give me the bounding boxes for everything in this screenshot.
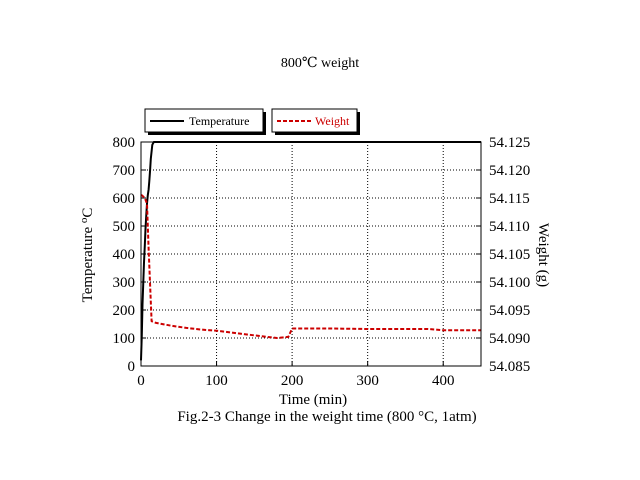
y-left-tick-label: 700 — [113, 163, 136, 179]
x-tick-label: 300 — [356, 373, 379, 389]
legend-label-temperature: Temperature — [189, 114, 249, 128]
y-right-tick-label: 54.085 — [489, 359, 530, 375]
y-left-tick-label: 300 — [113, 275, 136, 291]
grid — [141, 142, 481, 366]
y-right-title-unit: g — [535, 275, 551, 283]
legend-box-weight — [271, 108, 358, 133]
y-left-tick-label: 0 — [128, 359, 136, 375]
y-left-tick-label: 600 — [113, 191, 136, 207]
y-left-tick-label: 200 — [113, 303, 136, 319]
x-tick-label: 0 — [137, 373, 145, 389]
x-tick-label: 400 — [432, 373, 455, 389]
y-left-tick-label: 800 — [113, 135, 136, 151]
series-line-weight — [140, 194, 481, 339]
y-right-tick-label: 54.115 — [489, 191, 530, 207]
y-right-tick-label: 54.125 — [489, 135, 530, 151]
y-right-tick-label: 54.110 — [489, 219, 530, 235]
y-right-axis-title: Weight (g) — [535, 223, 551, 287]
series-layer — [140, 141, 481, 361]
x-tick-label: 100 — [205, 373, 228, 389]
y-left-tick-label: 100 — [113, 331, 136, 347]
axis-ticks: 0 100 200 300 400 0 100 200 300 400 500 600 700 800 54… — [113, 135, 531, 389]
y-right-tick-label: 54.105 — [489, 247, 530, 263]
y-right-title-close: ) — [535, 282, 551, 287]
x-tick-label: 200 — [281, 373, 304, 389]
figure-caption: Fig.2-3 Change in the weight time (800 °… — [177, 409, 476, 425]
y-left-title-unit: C — [80, 208, 96, 218]
y-left-tick-label: 400 — [113, 247, 136, 263]
x-axis-title: Time (min) — [279, 392, 347, 408]
legend-box-temperature — [144, 108, 264, 133]
y-right-title-main: Weight ( — [535, 223, 551, 275]
chart-title: 800℃ weight — [281, 56, 359, 71]
y-right-tick-label: 54.095 — [489, 303, 530, 319]
legend: Temperature Weight — [144, 108, 360, 135]
y-left-axis-title: Temperature oC — [78, 208, 96, 303]
y-left-title-degree: o — [78, 217, 90, 223]
y-left-tick-label: 500 — [113, 219, 136, 235]
plot-frame — [140, 141, 482, 367]
y-left-title-main: Temperature — [80, 223, 96, 302]
y-right-tick-label: 54.120 — [489, 163, 530, 179]
y-right-tick-label: 54.090 — [489, 331, 530, 347]
y-right-tick-label: 54.100 — [489, 275, 530, 291]
legend-label-weight: Weight — [315, 114, 350, 128]
